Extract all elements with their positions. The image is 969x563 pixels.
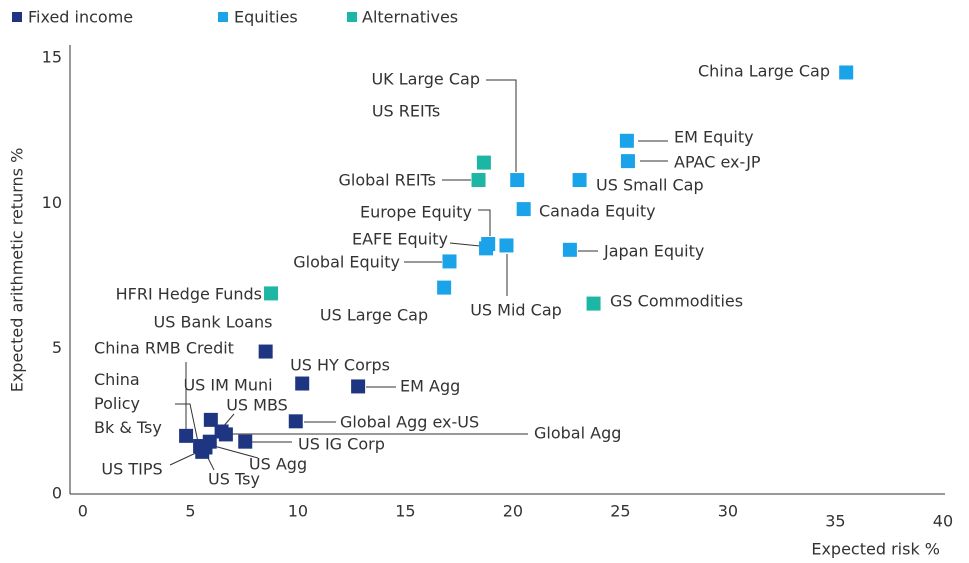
point-label: UK Large Cap: [371, 70, 480, 89]
point: [586, 296, 601, 311]
legend-swatch: [218, 12, 228, 22]
x-tick-label: 35: [825, 512, 845, 531]
leader-line: [449, 242, 481, 247]
point-label: China Large Cap: [698, 62, 830, 81]
legend-label: Fixed income: [28, 8, 133, 27]
point-label: US REITs: [372, 102, 440, 121]
legend-swatch: [347, 12, 357, 22]
leader-line: [478, 209, 491, 236]
leader-line: [213, 445, 259, 459]
point-label: US TIPS: [101, 460, 162, 479]
point: [238, 434, 253, 449]
point-label: APAC ex-JP: [674, 153, 761, 172]
point-label: US Small Cap: [596, 176, 704, 195]
point-label: Europe Equity: [360, 203, 472, 222]
point-label: GS Commodities: [610, 292, 743, 311]
point-label: China Policy Bk & Tsy: [94, 370, 162, 437]
point-label: Global Equity: [293, 253, 400, 272]
y-axis-label: Expected arithmetic returns %: [8, 148, 27, 393]
x-tick-label: 15: [395, 502, 415, 521]
point: [619, 133, 634, 148]
point-label: US Agg: [249, 455, 307, 474]
point: [295, 376, 310, 391]
point: [179, 428, 194, 443]
point: [516, 202, 531, 217]
point-label: HFRI Hedge Funds: [116, 285, 262, 304]
point-label: US IG Corp: [298, 435, 385, 454]
point-label: US Bank Loans: [154, 313, 273, 332]
point-label: EM Agg: [400, 377, 460, 396]
x-tick-label: 20: [503, 502, 523, 521]
point-label: US MBS: [226, 396, 288, 415]
leader-line: [175, 403, 199, 443]
point: [510, 173, 525, 188]
x-axis-label: Expected risk %: [811, 540, 940, 559]
point-label: Canada Equity: [539, 202, 656, 221]
point: [442, 254, 457, 269]
y-tick-label: 5: [52, 338, 62, 357]
leader-line: [486, 79, 517, 172]
y-tick-label: 15: [42, 47, 62, 66]
point: [202, 434, 217, 449]
point: [479, 241, 494, 256]
x-tick-label: 0: [78, 502, 88, 521]
y-tick-label: 10: [42, 193, 62, 212]
point: [471, 173, 486, 188]
point-label: US IM Muni: [183, 376, 272, 395]
legend-label: Equities: [234, 8, 298, 27]
leader-line: [169, 451, 199, 466]
point-label: US Mid Cap: [470, 301, 562, 320]
point-label: EM Equity: [674, 128, 754, 147]
point-label: China RMB Credit: [94, 339, 234, 358]
point: [351, 379, 366, 394]
y-tick-label: 0: [52, 484, 62, 503]
point: [839, 65, 854, 80]
point-label: Japan Equity: [603, 242, 704, 261]
point-label: Global Agg: [534, 424, 621, 443]
point: [499, 238, 514, 253]
point: [264, 286, 279, 301]
point: [437, 280, 452, 295]
point: [258, 344, 273, 359]
point: [562, 242, 577, 257]
x-tick-label: 25: [610, 502, 630, 521]
point-label: US Large Cap: [320, 306, 428, 325]
point-label: US Tsy: [208, 470, 260, 489]
legend-label: Alternatives: [362, 8, 458, 27]
x-tick-label: 40: [933, 512, 953, 531]
point-label: Global Agg ex-US: [340, 413, 479, 432]
x-tick-label: 10: [288, 502, 308, 521]
point: [218, 427, 233, 442]
point-label: US HY Corps: [290, 356, 390, 375]
x-tick-label: 5: [185, 502, 195, 521]
point: [572, 173, 587, 188]
point-label: EAFE Equity: [352, 230, 448, 249]
legend-swatch: [12, 12, 22, 22]
point: [476, 155, 491, 170]
point-label: Global REITs: [338, 171, 436, 190]
x-tick-label: 30: [718, 502, 738, 521]
point: [203, 412, 218, 427]
point: [288, 414, 303, 429]
point: [620, 154, 635, 169]
